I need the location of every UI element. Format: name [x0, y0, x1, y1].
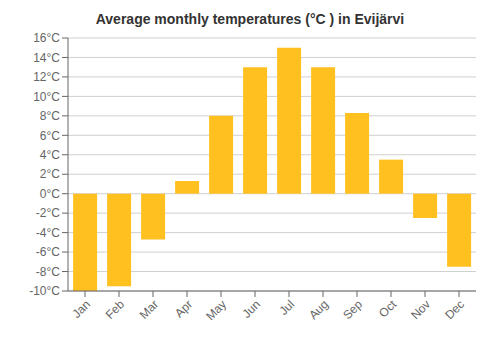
- svg-text:Feb: Feb: [103, 297, 128, 322]
- html-text:Average monthly temperatures (: Average monthly temperatures (°C ) in Ev…: [95, 11, 405, 27]
- svg-text:14°C: 14°C: [33, 51, 60, 65]
- svg-text:Aug: Aug: [306, 297, 331, 322]
- svg-text:Mar: Mar: [137, 297, 162, 322]
- svg-text:Oct: Oct: [376, 297, 400, 321]
- svg-text:-6°C: -6°C: [36, 245, 60, 259]
- svg-text:Apr: Apr: [172, 297, 195, 320]
- svg-text:-4°C: -4°C: [36, 226, 60, 240]
- svg-text:Jan: Jan: [70, 297, 94, 321]
- svg-text:4°C: 4°C: [40, 148, 60, 162]
- svg-text:May: May: [203, 297, 229, 323]
- svg-text:Jun: Jun: [240, 297, 264, 321]
- svg-text:Jul: Jul: [276, 297, 297, 318]
- svg-text:10°C: 10°C: [33, 90, 60, 104]
- svg-text:-10°C: -10°C: [29, 284, 60, 298]
- svg-text:Sep: Sep: [340, 297, 365, 322]
- svg-text:-2°C: -2°C: [36, 206, 60, 220]
- svg-text:6°C: 6°C: [40, 129, 60, 143]
- svg-text:-8°C: -8°C: [36, 265, 60, 279]
- svg-text:0°C: 0°C: [40, 187, 60, 201]
- svg-text:Dec: Dec: [442, 297, 467, 322]
- svg-text:Nov: Nov: [408, 297, 433, 322]
- svg-text:8°C: 8°C: [40, 109, 60, 123]
- svg-text:12°C: 12°C: [33, 70, 60, 84]
- svg-text:16°C: 16°C: [33, 31, 60, 45]
- svg-text:2°C: 2°C: [40, 167, 60, 181]
